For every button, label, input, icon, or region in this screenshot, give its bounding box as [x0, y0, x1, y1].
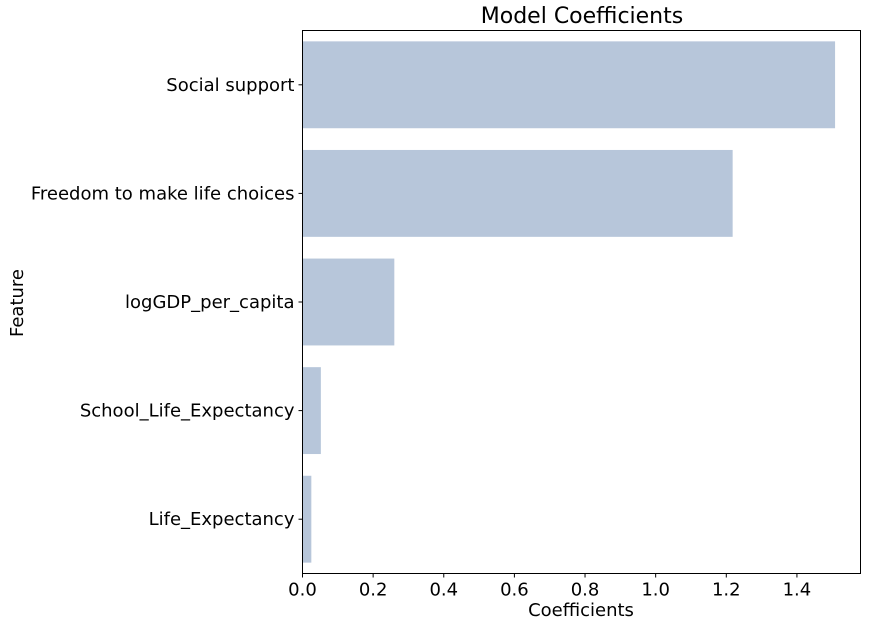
- y-tick-label: logGDP_per_capita: [125, 292, 294, 313]
- x-tick-label: 1.2: [712, 580, 741, 601]
- y-tick-label: Social support: [166, 75, 294, 96]
- y-tick-label: Life_Expectancy: [149, 509, 295, 530]
- x-tick-label: 0.4: [429, 580, 458, 601]
- bar: [302, 475, 312, 563]
- chart-title: Model Coefficients: [481, 4, 683, 29]
- x-axis-ticks: 0.0 0.2 0.4 0.6 0.8 1.0 1.2 1.4: [288, 573, 812, 601]
- y-tick-label: School_Life_Expectancy: [80, 401, 295, 422]
- y-tick-label: Freedom to make life choices: [31, 183, 295, 204]
- bar: [302, 149, 733, 237]
- bars-group: [302, 41, 836, 563]
- y-axis-categories: Social support Freedom to make life choic…: [31, 75, 303, 530]
- bar: [302, 258, 395, 346]
- y-axis-label: Feature: [7, 269, 28, 337]
- x-tick-label: 0.2: [359, 580, 388, 601]
- x-tick-label: 0.6: [500, 580, 529, 601]
- x-axis-label: Coefficients: [528, 600, 634, 621]
- x-tick-label: 0.0: [288, 580, 317, 601]
- x-tick-label: 1.4: [783, 580, 812, 601]
- bar: [302, 367, 321, 455]
- x-tick-label: 1.0: [641, 580, 670, 601]
- bar: [302, 41, 836, 129]
- x-tick-label: 0.8: [571, 580, 600, 601]
